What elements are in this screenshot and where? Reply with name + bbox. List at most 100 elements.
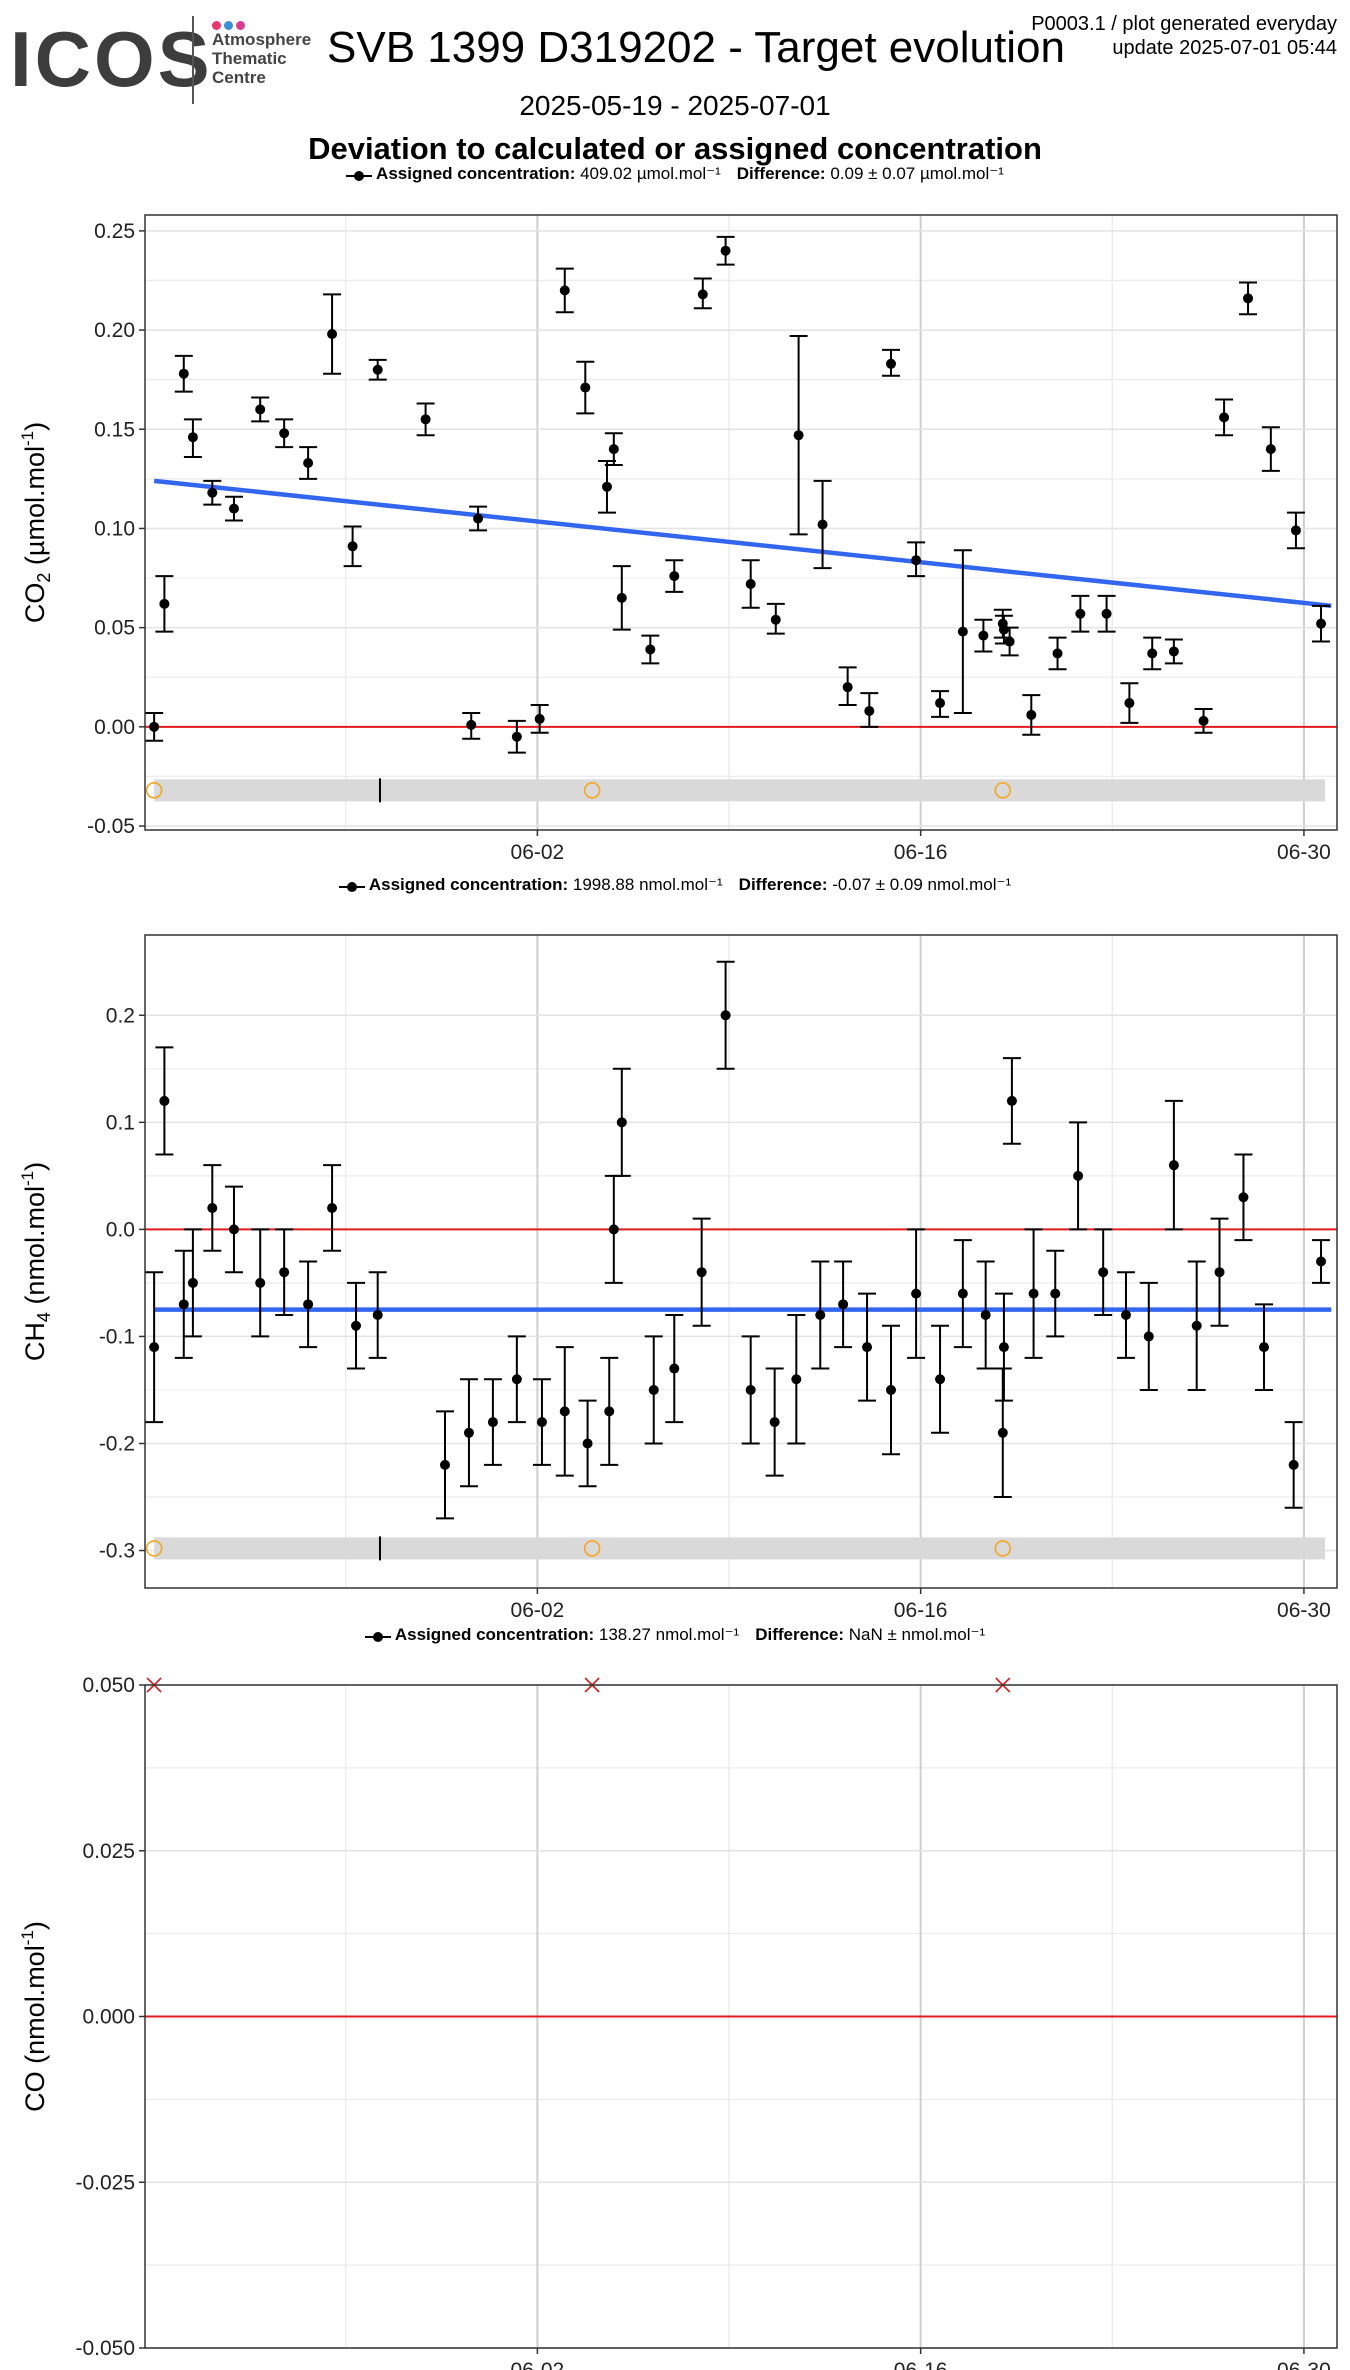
data-point [251,396,270,423]
point-marker [207,487,218,498]
point-marker [207,1202,218,1213]
data-point [604,432,623,466]
update-timestamp: update 2025-07-01 05:44 [1112,37,1337,59]
data-point [576,360,595,415]
point-marker [1004,636,1015,647]
calibration-marker [145,1540,163,1557]
data-point [1312,1239,1331,1284]
data-point [183,418,202,459]
point-marker [998,1342,1009,1353]
data-point [1254,1303,1273,1391]
trend-line [153,478,1332,609]
point-marker [669,1363,680,1374]
data-point [203,1164,222,1252]
data-point [462,711,481,740]
x-tick-label: 06-16 [894,841,948,860]
point-marker [815,1310,826,1321]
data-point [1286,511,1305,550]
point-marker [911,1288,922,1299]
assigned-value: 409.02 µmol.mol⁻¹ [580,164,721,183]
point-marker [935,698,946,709]
y-tick-label: 0.00 [94,716,135,739]
y-tick-label: 0.15 [94,418,135,441]
point-marker [1316,618,1327,629]
data-point [435,1410,454,1520]
point-marker [745,579,756,589]
legend-point-icon [364,1631,391,1642]
calibration-marker [583,782,601,799]
data-point [1120,682,1139,724]
point-marker [770,614,781,625]
data-point [507,1335,526,1424]
x-tick-label: 06-16 [894,1599,948,1620]
data-point [183,1228,202,1338]
point-marker [463,1427,474,1438]
difference-label: Difference: [755,1625,845,1644]
co2-chart: -0.05 0.00 0.05 0.10 0.15 0.20 0.25 06-02 06-16 0… [18,214,1338,860]
data-point [145,711,164,742]
point-marker [769,1417,780,1428]
data-point [665,559,684,593]
y-tick-label: -0.3 [99,1540,135,1563]
y-axis-title: CO (nmol.mol-1) [18,1921,50,2112]
data-point [597,460,616,514]
y-axis-title-part: -1 [18,1930,37,1945]
co2-legend: Assigned concentration: 409.02 µmol.mol⁻… [0,163,1350,185]
point-marker [473,513,484,524]
y-axis-title-part: -1 [18,1171,37,1186]
y-tick-label: 0.0 [106,1218,135,1241]
data-point [881,1324,900,1456]
data-point [692,1217,711,1327]
point-marker [351,1320,362,1331]
data-point [1000,626,1019,657]
point-marker [862,1342,873,1353]
data-point [1002,1057,1021,1145]
data-point [716,960,735,1070]
data-point [1164,638,1183,665]
date-range: 2025-05-19 - 2025-07-01 [519,90,831,121]
data-point [1048,636,1067,671]
y-tick-label: 0.20 [94,319,135,342]
point-marker [793,430,804,441]
data-point [787,1314,806,1445]
data-point [1116,1271,1135,1359]
x-tick-label: 06-30 [1277,1599,1331,1620]
y-axis-title-part: (µmol.mol [20,446,50,573]
data-point [1284,1421,1303,1509]
point-marker [1191,1320,1202,1331]
point-marker [559,285,570,296]
page-header: ICOS Atmosphere Thematic Centre SVB 1399… [0,0,1350,190]
point-marker [1168,646,1179,657]
point-marker [601,481,612,492]
data-point [860,692,879,728]
point-marker [980,1310,991,1321]
icos-logo: ICOS [10,15,213,103]
data-point [155,575,174,633]
logo-divider [192,16,194,104]
data-point [323,293,342,375]
y-axis-title: CO2 (µmol.mol-1) [18,422,54,623]
difference-value: 0.09 ± 0.07 µmol.mol⁻¹ [830,164,1004,183]
data-point [203,479,222,506]
data-point [483,1378,502,1466]
data-point [1022,694,1041,736]
data-point [368,1271,387,1359]
logo-subtitle-line: Centre [212,68,266,87]
y-tick-label: 0.25 [94,220,135,243]
point-marker [645,644,656,655]
calibration-marker [145,782,163,799]
difference-label: Difference: [736,164,826,183]
point-marker [327,1202,338,1213]
y-axis-title-part: ) [20,422,50,431]
data-point [251,1228,270,1338]
plot-id-line: P0003.1 / plot generated everyday [1031,13,1337,35]
data-point [343,525,362,568]
point-marker [159,1095,170,1106]
point-marker [511,1374,522,1385]
data-point [1143,636,1162,671]
data-point [693,277,712,310]
point-marker [697,289,708,300]
point-marker [997,1427,1008,1438]
difference-label: Difference: [738,875,828,894]
y-axis-title-part: (nmol.mol [20,1945,50,2071]
